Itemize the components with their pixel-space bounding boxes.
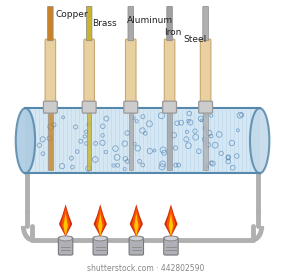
- Text: Copper: Copper: [56, 10, 88, 19]
- Polygon shape: [132, 207, 141, 236]
- Polygon shape: [169, 213, 173, 236]
- FancyBboxPatch shape: [126, 39, 136, 103]
- Polygon shape: [164, 204, 178, 236]
- FancyBboxPatch shape: [45, 39, 55, 103]
- FancyBboxPatch shape: [44, 101, 57, 113]
- Polygon shape: [98, 213, 102, 236]
- FancyBboxPatch shape: [93, 237, 107, 255]
- Text: Steel: Steel: [183, 35, 207, 44]
- FancyBboxPatch shape: [48, 6, 53, 41]
- Ellipse shape: [250, 108, 269, 173]
- Polygon shape: [59, 204, 72, 236]
- FancyBboxPatch shape: [124, 101, 138, 113]
- FancyBboxPatch shape: [86, 6, 92, 41]
- Ellipse shape: [16, 108, 35, 173]
- FancyBboxPatch shape: [164, 237, 178, 255]
- Bar: [167, 107, 172, 170]
- Text: Aluminum: Aluminum: [127, 16, 173, 25]
- Bar: [87, 107, 91, 170]
- Ellipse shape: [93, 236, 107, 241]
- Text: Iron: Iron: [164, 29, 181, 38]
- FancyBboxPatch shape: [164, 39, 175, 103]
- FancyBboxPatch shape: [58, 237, 73, 255]
- Polygon shape: [96, 207, 105, 236]
- Ellipse shape: [164, 236, 178, 241]
- FancyBboxPatch shape: [203, 6, 208, 41]
- FancyBboxPatch shape: [129, 237, 143, 255]
- FancyBboxPatch shape: [84, 39, 94, 103]
- Polygon shape: [130, 204, 143, 236]
- Polygon shape: [63, 213, 68, 236]
- Text: Brass: Brass: [92, 19, 117, 28]
- FancyBboxPatch shape: [128, 6, 133, 41]
- Bar: [128, 107, 133, 170]
- Ellipse shape: [129, 236, 143, 241]
- Polygon shape: [61, 207, 70, 236]
- Text: shutterstock.com · 442802590: shutterstock.com · 442802590: [87, 264, 205, 273]
- FancyBboxPatch shape: [199, 101, 213, 113]
- FancyBboxPatch shape: [82, 101, 96, 113]
- Ellipse shape: [59, 236, 72, 241]
- Bar: [25, 108, 260, 173]
- Polygon shape: [134, 213, 138, 236]
- FancyBboxPatch shape: [167, 6, 172, 41]
- Bar: [204, 107, 208, 170]
- Polygon shape: [166, 207, 175, 236]
- FancyBboxPatch shape: [200, 39, 211, 103]
- Bar: [48, 107, 53, 170]
- Polygon shape: [94, 204, 107, 236]
- FancyBboxPatch shape: [163, 101, 176, 113]
